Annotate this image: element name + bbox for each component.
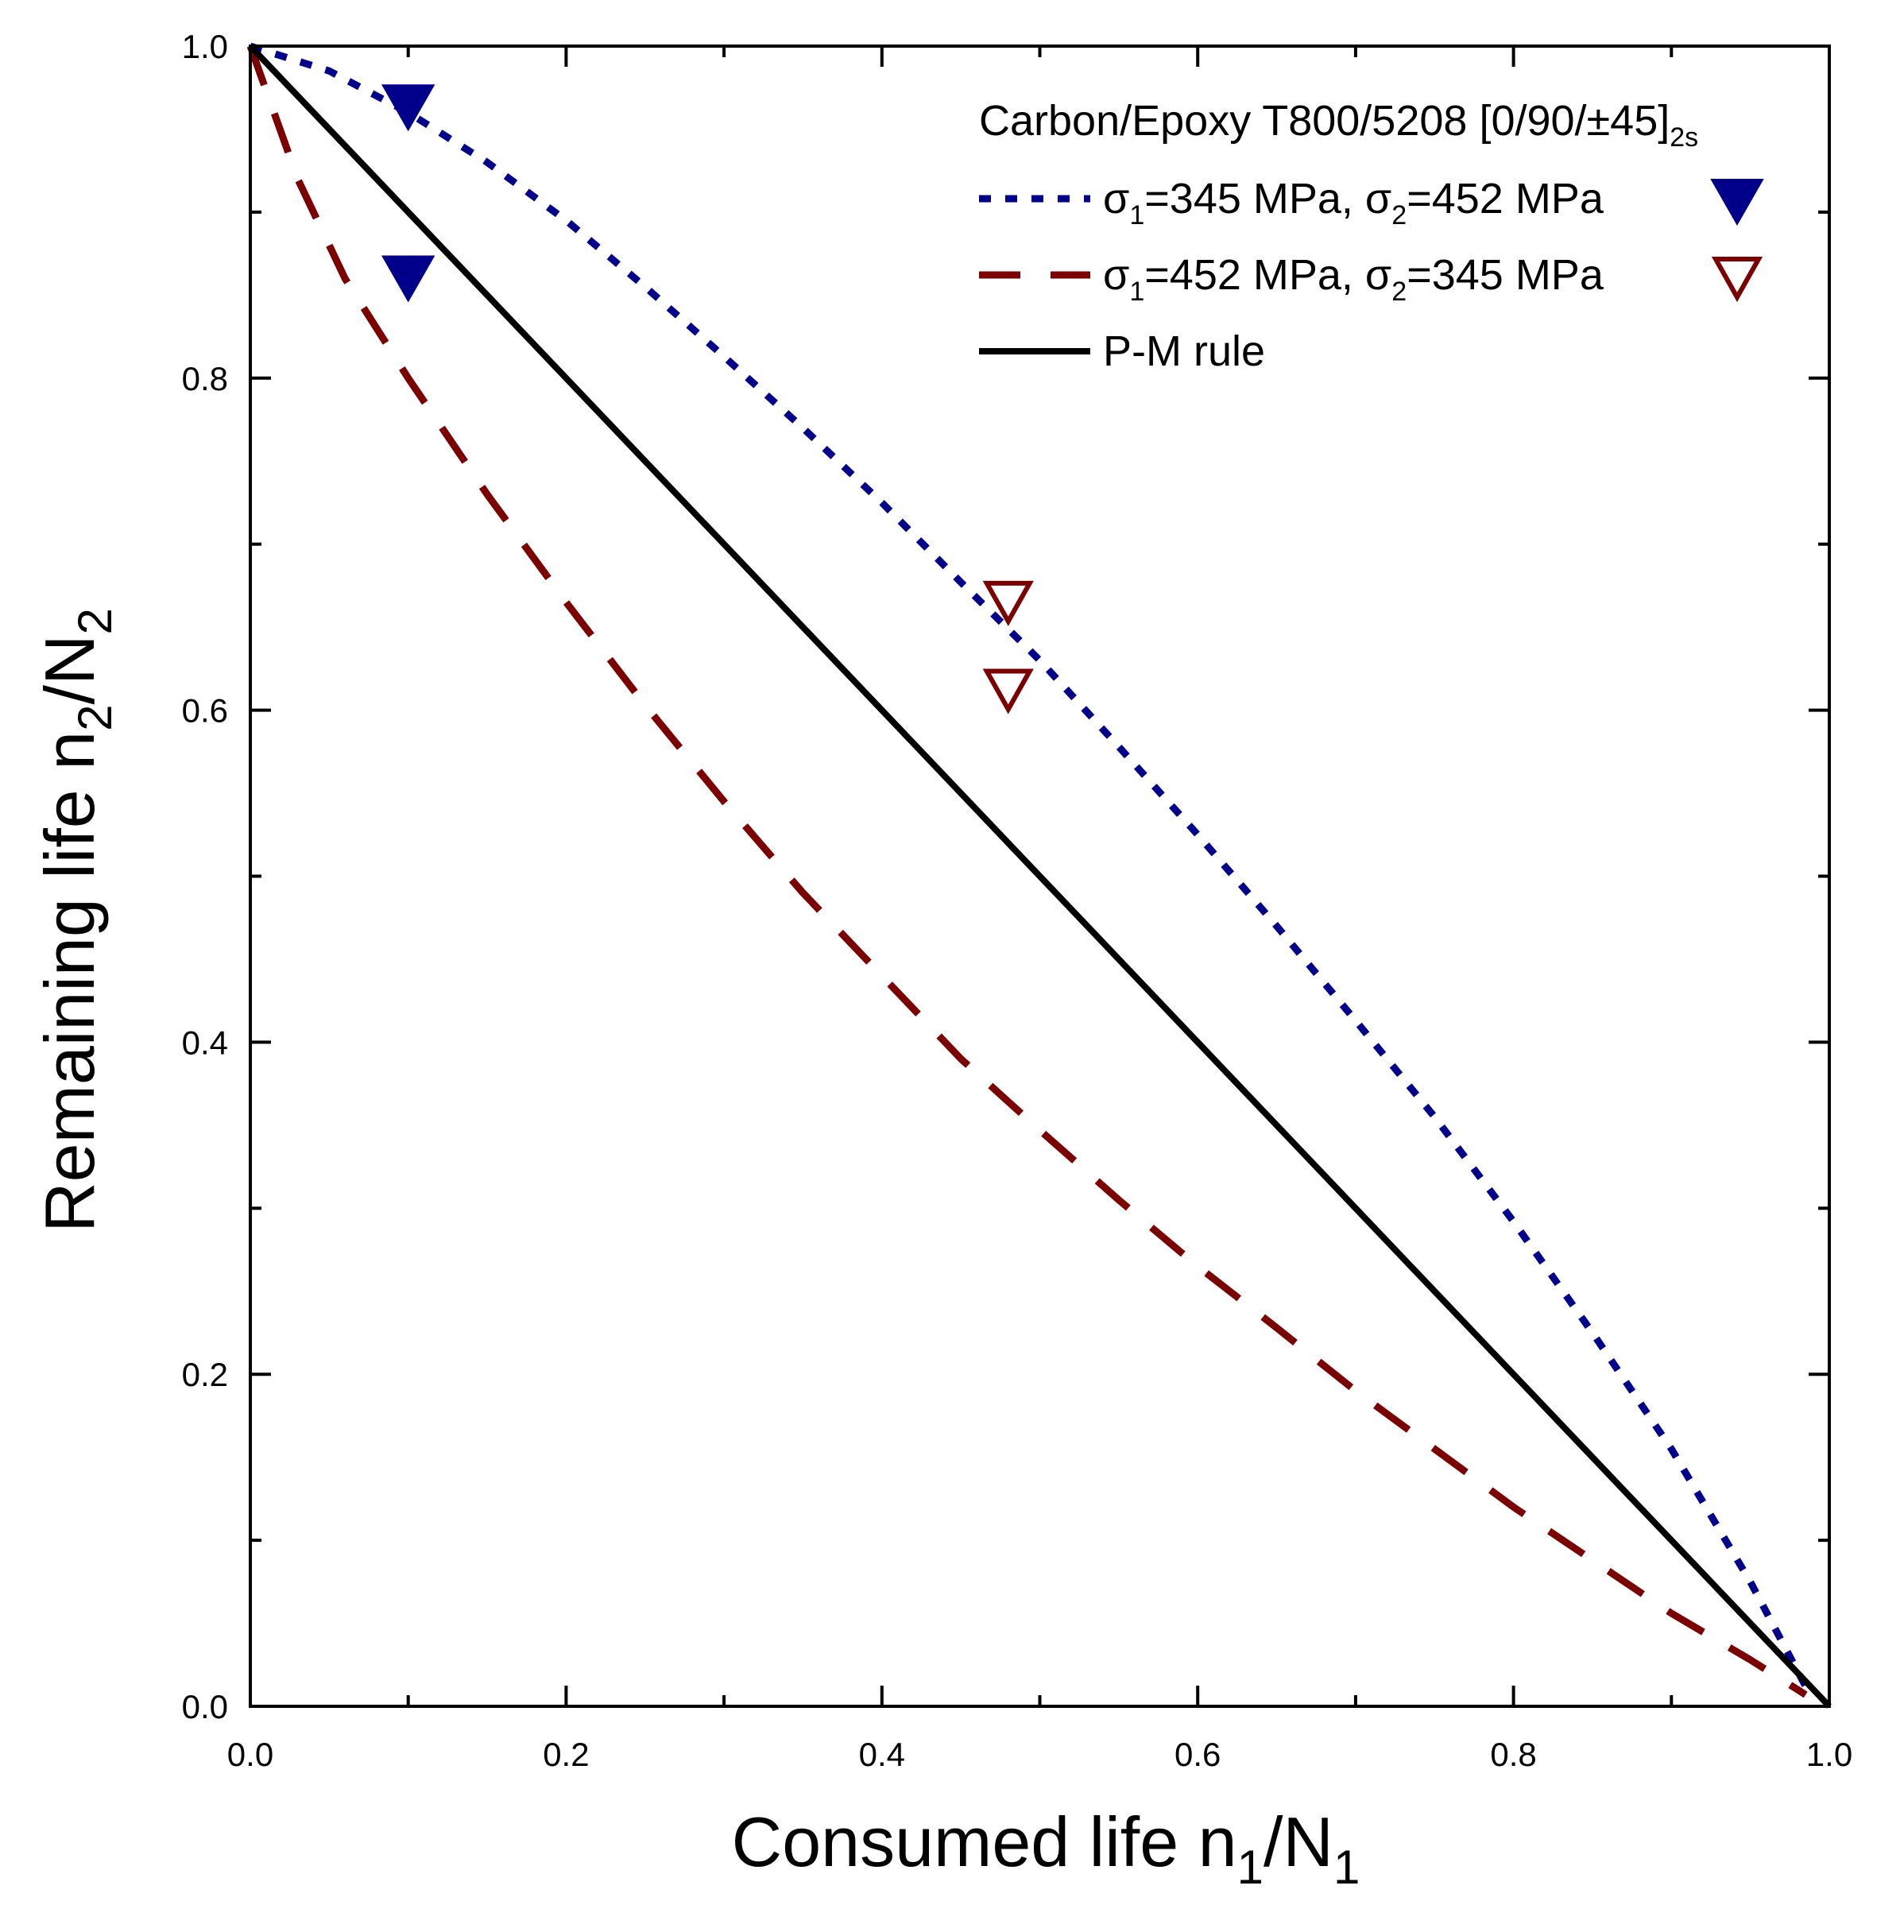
marker-filled-triangle — [381, 84, 435, 132]
y-tick-label: 0.4 — [182, 1024, 228, 1061]
plot-frame — [249, 45, 1831, 1708]
series-line-1 — [246, 45, 1808, 1698]
x-tick-label: 0.2 — [543, 1736, 589, 1773]
y-tick-label: 0.0 — [182, 1688, 228, 1725]
series-line-2 — [248, 44, 1832, 1709]
legend-marker-open-triangle — [1711, 257, 1763, 303]
x-tick-label: 1.0 — [1806, 1736, 1852, 1773]
legend: Carbon/Epoxy T800/5208 [0/90/±45]2s σ1=3… — [979, 97, 1764, 375]
x-tick-label: 0.8 — [1490, 1736, 1536, 1773]
marker-open-triangle — [982, 580, 1034, 626]
y-tick-label: 0.8 — [182, 360, 228, 397]
data-markers — [381, 84, 1034, 714]
x-axis-label: Consumed life n1/N1 — [732, 1802, 1360, 1894]
y-tick-label: 1.0 — [182, 28, 228, 65]
marker-filled-triangle — [381, 255, 435, 303]
legend-title: Carbon/Epoxy T800/5208 [0/90/±45]2s — [979, 97, 1698, 153]
x-tick-label: 0.0 — [227, 1736, 273, 1773]
marker-open-triangle — [982, 668, 1034, 714]
legend-label-345-452: σ1=345 MPa, σ2=452 MPa — [1103, 175, 1604, 230]
y-tick-label: 0.2 — [182, 1356, 228, 1393]
legend-label-452-345: σ1=452 MPa, σ2=345 MPa — [1103, 251, 1604, 307]
axis-ticks — [249, 45, 1831, 1708]
series-lines — [246, 42, 1832, 1709]
x-tick-label: 0.4 — [859, 1736, 905, 1773]
legend-label-pm-rule: P-M rule — [1103, 327, 1265, 375]
tick-labels: 0.0 0.2 0.4 0.6 0.8 1.0 0.0 0.2 0.4 0.6 0.8 1.0 — [182, 28, 1853, 1773]
series-line-0 — [249, 42, 1809, 1689]
y-tick-label: 0.6 — [182, 692, 228, 730]
x-tick-label: 0.6 — [1175, 1736, 1221, 1773]
legend-marker-filled-triangle — [1710, 179, 1764, 226]
y-axis-label: Remaining life n2/N2 — [30, 608, 122, 1233]
